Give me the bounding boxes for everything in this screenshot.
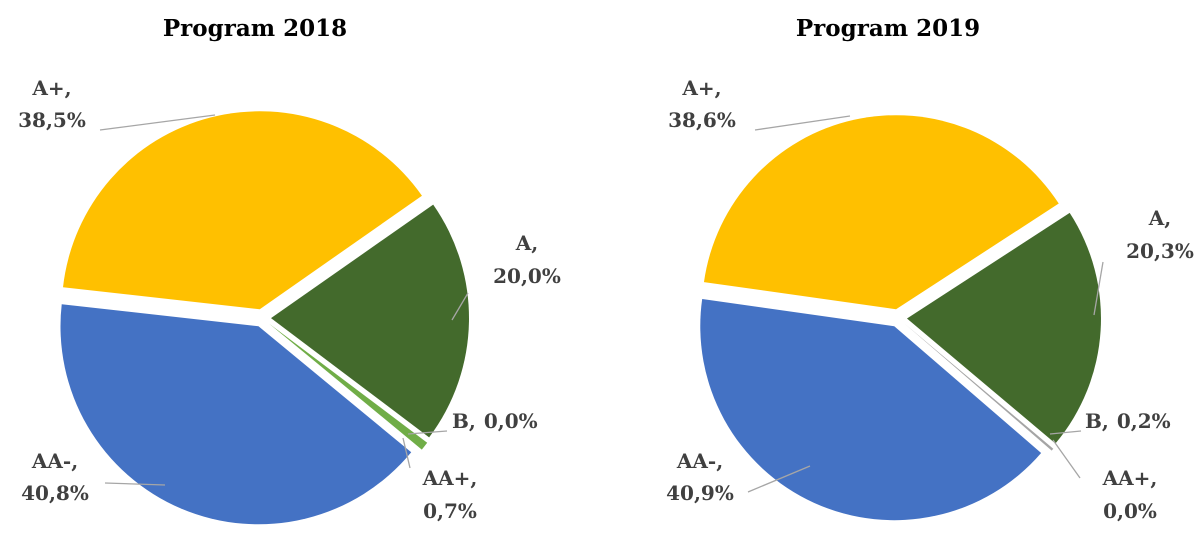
data-label: B, 0,0% — [452, 409, 538, 433]
pie-slice — [700, 299, 1042, 521]
pie-slice — [63, 111, 422, 310]
leader-line — [1049, 430, 1082, 435]
category-name: A+ — [681, 76, 714, 100]
separator: , — [469, 409, 476, 433]
pie-slice — [703, 115, 1059, 310]
separator: , — [71, 449, 78, 473]
separator: , — [1164, 206, 1171, 230]
value-label: 20,3% — [1126, 239, 1194, 263]
category-name: AA- — [31, 449, 71, 473]
value-label: 40,9% — [666, 481, 734, 505]
separator: , — [1150, 466, 1157, 490]
leader-line — [451, 292, 469, 321]
value-label: 38,6% — [668, 108, 736, 132]
value-label: 0,2% — [1117, 409, 1171, 433]
category-name: B — [1085, 409, 1102, 433]
data-label: A, 20,3% — [1126, 206, 1194, 263]
data-label: AA-, 40,9% — [666, 449, 734, 505]
separator: , — [531, 231, 538, 255]
leader-line — [104, 482, 166, 486]
separator: , — [716, 449, 723, 473]
chart-title: Program 2018 — [163, 15, 347, 42]
pie-slice — [60, 304, 412, 525]
category-name: AA- — [676, 449, 716, 473]
pie-slice — [904, 323, 1054, 451]
category-name: AA+ — [422, 466, 471, 490]
separator: , — [715, 76, 722, 100]
value-label: 38,5% — [18, 108, 86, 132]
data-label: A+, 38,6% — [668, 76, 736, 132]
leader-line — [402, 437, 411, 469]
separator: , — [1102, 409, 1109, 433]
leader-line — [1052, 439, 1081, 479]
pie-slice — [269, 323, 428, 450]
leader-line — [99, 114, 216, 131]
pie-slice — [270, 204, 469, 438]
value-label: 40,8% — [21, 481, 89, 505]
data-label: AA+, 0,7% — [422, 466, 478, 523]
pie-slice — [906, 212, 1101, 444]
value-label: 20,0% — [493, 264, 561, 288]
category-name: A — [1148, 206, 1165, 230]
data-label: AA+, 0,0% — [1102, 466, 1158, 523]
data-label: A, 20,0% — [493, 231, 561, 288]
separator: , — [65, 76, 72, 100]
leader-line — [754, 115, 851, 131]
leader-line — [407, 430, 448, 435]
category-name: AA+ — [1102, 466, 1151, 490]
value-label: 0,0% — [484, 409, 538, 433]
chart-title: Program 2019 — [796, 15, 980, 42]
value-label: 0,7% — [423, 499, 477, 523]
data-label: B, 0,2% — [1085, 409, 1171, 433]
category-name: B — [452, 409, 469, 433]
leader-line — [747, 465, 811, 493]
value-label: 0,0% — [1103, 499, 1157, 523]
data-label: A+, 38,5% — [18, 76, 86, 132]
separator: , — [470, 466, 477, 490]
data-label: AA-, 40,8% — [21, 449, 89, 505]
category-name: A — [515, 231, 532, 255]
category-name: A+ — [31, 76, 64, 100]
leader-line — [1093, 261, 1104, 316]
